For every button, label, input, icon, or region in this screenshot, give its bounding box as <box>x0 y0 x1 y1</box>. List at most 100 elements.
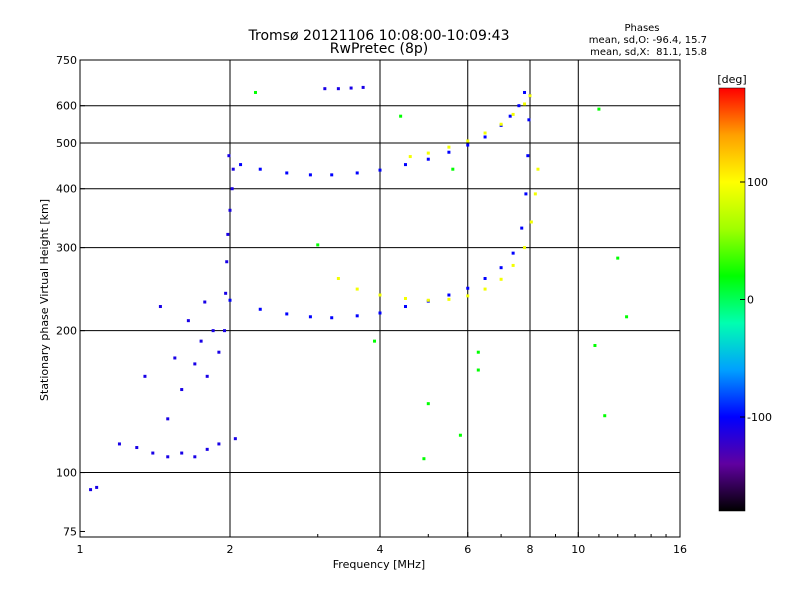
chart-title: Tromsø 20121106 10:08:00-10:09:43 <box>248 28 510 44</box>
echo-point <box>511 112 515 116</box>
x-tick-label: 1 <box>77 543 84 556</box>
echo-point <box>336 87 340 91</box>
y-tick-label: 750 <box>56 54 77 67</box>
echo-point <box>233 437 237 441</box>
echo-point <box>239 163 243 167</box>
echo-point <box>466 143 470 147</box>
echo-point <box>426 298 430 302</box>
echo-point <box>230 187 234 191</box>
echo-point <box>117 442 121 446</box>
echo-point <box>258 307 262 311</box>
echo-point <box>308 315 312 319</box>
colorbar-ticks: 100 0 -100 <box>740 176 772 424</box>
echo-point <box>523 102 527 106</box>
echo-point <box>476 368 480 372</box>
echo-point <box>422 457 426 461</box>
x-tick-label: 6 <box>464 543 471 556</box>
echo-point <box>95 485 99 489</box>
echo-point <box>203 300 207 304</box>
echo-point <box>285 171 289 175</box>
x-axis-label: Frequency [MHz] <box>333 558 425 571</box>
echo-point <box>403 163 407 167</box>
echo-point <box>426 151 430 155</box>
echo-point <box>526 154 530 158</box>
echo-point <box>511 263 515 267</box>
y-tick-label: 300 <box>56 242 77 255</box>
echo-point <box>89 488 93 492</box>
chart-subtitle: RwPretec (8p) <box>330 41 428 57</box>
x-axis-ticks: 1 2 4 6 8 10 16 <box>77 532 687 556</box>
colorbar-tick-label: 0 <box>747 294 754 307</box>
echo-point <box>528 94 532 98</box>
echo-point <box>508 114 512 118</box>
echo-point <box>355 171 359 175</box>
stats-heading: Phases <box>624 23 659 34</box>
echo-point <box>223 329 227 333</box>
echo-point <box>403 305 407 309</box>
echo-point <box>625 315 629 319</box>
y-tick-label: 75 <box>63 525 77 538</box>
echo-point <box>378 293 382 297</box>
echo-point <box>483 135 487 139</box>
echo-point <box>527 118 531 122</box>
echo-point <box>378 168 382 172</box>
colorbar-tick-label: 100 <box>747 176 768 189</box>
echo-point <box>483 276 487 280</box>
echo-point <box>378 311 382 315</box>
echo-point <box>173 356 177 360</box>
echo-point <box>476 350 480 354</box>
echo-point <box>603 414 607 418</box>
colorbar-label: [deg] <box>717 73 746 86</box>
echo-point <box>316 243 320 247</box>
stats-x-mode: mean, sd,X: 81.1, 15.8 <box>590 47 707 58</box>
echo-point <box>253 90 257 94</box>
echo-point <box>225 260 229 264</box>
echo-point <box>523 246 527 250</box>
echo-point <box>616 256 620 260</box>
echo-point <box>447 297 451 301</box>
data-points <box>89 85 629 492</box>
echo-point <box>285 312 289 316</box>
echo-point <box>205 374 209 378</box>
y-tick-label: 100 <box>56 467 77 480</box>
echo-point <box>524 192 528 196</box>
echo-point <box>135 446 139 450</box>
echo-point <box>466 139 470 143</box>
stats-o-mode: mean, sd,O: -96.4, 15.7 <box>589 35 707 46</box>
echo-point <box>511 251 515 255</box>
x-tick-label: 2 <box>227 543 234 556</box>
echo-point <box>258 167 262 171</box>
echo-point <box>336 276 340 280</box>
echo-point <box>228 298 232 302</box>
echo-point <box>426 402 430 406</box>
echo-point <box>408 155 412 159</box>
echo-point <box>217 442 221 446</box>
echo-point <box>536 167 540 171</box>
echo-point <box>199 339 203 343</box>
y-tick-label: 600 <box>56 100 77 113</box>
echo-point <box>517 104 521 108</box>
echo-point <box>529 220 533 224</box>
echo-point <box>143 374 147 378</box>
echo-point <box>205 447 209 451</box>
x-tick-label: 16 <box>673 543 687 556</box>
echo-point <box>451 167 455 171</box>
echo-point <box>499 266 503 270</box>
x-tick-label: 8 <box>527 543 534 556</box>
echo-point <box>211 329 215 333</box>
echo-point <box>403 296 407 300</box>
echo-point <box>373 339 377 343</box>
echo-point <box>597 107 601 111</box>
echo-point <box>186 319 190 323</box>
echo-point <box>483 131 487 135</box>
echo-point <box>499 277 503 281</box>
echo-point <box>483 287 487 291</box>
echo-point <box>323 87 327 91</box>
echo-point <box>308 173 312 177</box>
echo-point <box>447 150 451 154</box>
echo-point <box>499 122 503 126</box>
echo-point <box>180 451 184 455</box>
echo-point <box>228 208 232 212</box>
colorbar-tick-label: -100 <box>747 411 772 424</box>
